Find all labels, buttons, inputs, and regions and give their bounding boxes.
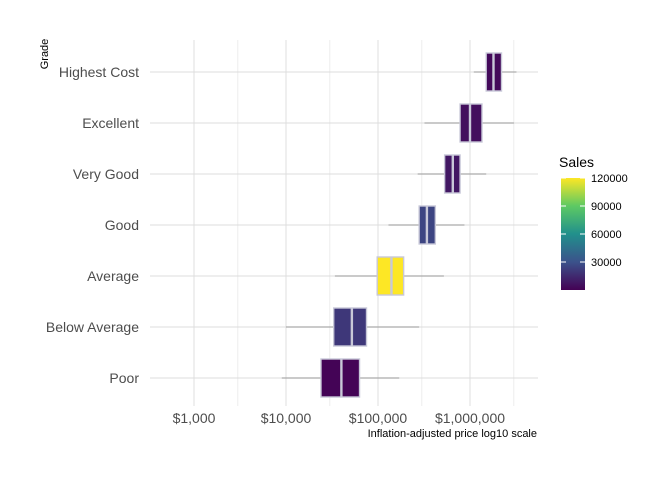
y-tick-label: Average: [87, 268, 139, 284]
grid-layer: [150, 40, 538, 406]
y-tick-label: Excellent: [82, 115, 139, 131]
y-axis-title: Grade: [39, 39, 51, 70]
x-tick-label: $1,000: [173, 410, 216, 426]
legend-tick-label: 60000: [591, 229, 622, 241]
x-tick-label: $100,000: [349, 410, 408, 426]
box-layer: [281, 52, 517, 398]
legend-tick-label: 90000: [591, 201, 622, 213]
legend: Sales 30000 60000 90000 120000: [559, 154, 628, 290]
y-tick-label: Good: [105, 217, 139, 233]
y-tick-labels: Poor Below Average Average Good Very Good Exc…: [46, 64, 139, 386]
y-tick-label: Below Average: [46, 319, 139, 335]
box-highest-cost: [473, 52, 517, 92]
legend-tick-label: 30000: [591, 257, 622, 269]
y-tick-label: Very Good: [73, 166, 139, 182]
box-average: [334, 256, 444, 296]
box-below-average: [286, 307, 420, 347]
x-axis-title: Inflation-adjusted price log10 scale: [368, 428, 537, 440]
x-tick-label: $1,000,000: [435, 410, 505, 426]
y-tick-label: Poor: [109, 370, 139, 386]
x-tick-label: $10,000: [261, 410, 312, 426]
legend-title: Sales: [559, 154, 594, 170]
x-tick-labels: $1,000 $10,000 $100,000 $1,000,000: [173, 410, 506, 426]
y-tick-label: Highest Cost: [59, 64, 139, 80]
box-very-good: [417, 154, 487, 194]
legend-ticks: 30000 60000 90000 120000: [561, 173, 628, 269]
box-good: [388, 205, 465, 245]
legend-tick-label: 120000: [591, 173, 628, 185]
box-iqr: [333, 307, 368, 347]
box-poor: [281, 358, 400, 398]
box-excellent: [424, 103, 514, 143]
